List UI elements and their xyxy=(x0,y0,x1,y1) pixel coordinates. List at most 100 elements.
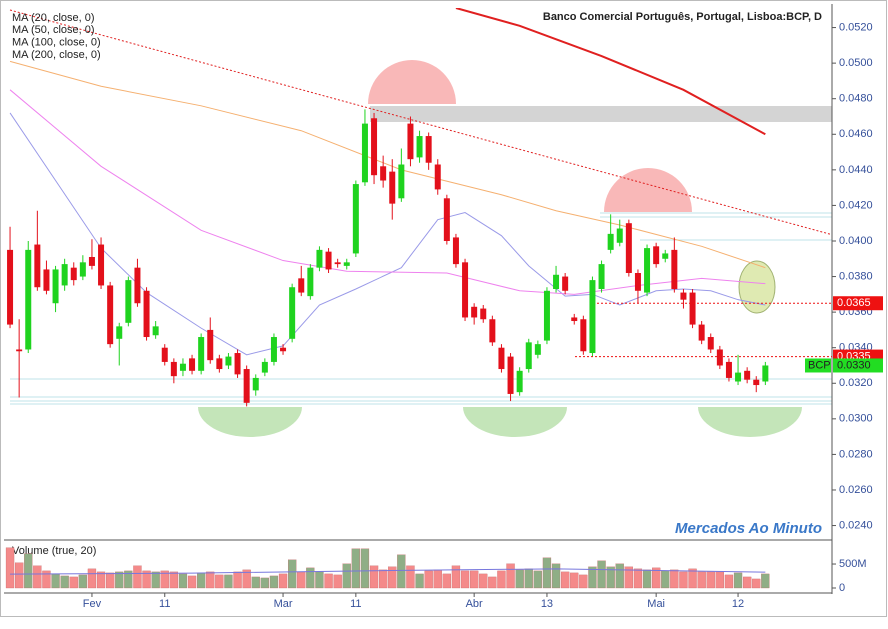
volume-bar xyxy=(133,565,142,589)
candle-body xyxy=(471,306,478,318)
volume-bar xyxy=(269,575,279,589)
y-tick-label: 0.0320 xyxy=(839,377,873,389)
volume-bar xyxy=(652,567,661,589)
candle-body xyxy=(634,273,641,291)
candle-body xyxy=(216,358,223,370)
volume-bar xyxy=(169,571,179,589)
candle-body xyxy=(543,290,550,341)
volume-bar xyxy=(515,569,524,589)
volume-bar xyxy=(206,571,215,589)
volume-bar xyxy=(633,568,643,589)
volume-bar xyxy=(688,568,697,589)
candle-body xyxy=(380,166,387,181)
candle-body xyxy=(698,324,705,341)
moving-average xyxy=(9,89,766,295)
volume-bar xyxy=(297,571,306,589)
volume-bar xyxy=(215,574,224,589)
volume-bar xyxy=(178,573,188,589)
volume-bar xyxy=(224,574,233,589)
volume-bar xyxy=(324,573,333,589)
bottom-marker xyxy=(198,407,302,437)
candle-body xyxy=(653,246,660,265)
volume-bar xyxy=(397,554,406,589)
volume-bar xyxy=(406,565,415,589)
volume-bar xyxy=(14,562,24,589)
candle-body xyxy=(88,256,95,266)
plot-area xyxy=(7,8,769,407)
last-tag xyxy=(805,358,831,373)
candle-body xyxy=(680,292,687,300)
candle-body xyxy=(334,262,341,265)
volume-bar xyxy=(451,565,461,589)
volume-bar xyxy=(60,575,69,589)
volume-bar xyxy=(469,570,479,589)
candle-body xyxy=(607,233,614,250)
y-tick-label: 0.0500 xyxy=(839,57,873,69)
volume-bar xyxy=(260,577,270,589)
candle-body xyxy=(307,267,314,297)
candle-body xyxy=(189,358,196,371)
moving-average xyxy=(9,112,766,356)
volume-bar xyxy=(733,572,743,589)
volume-bar xyxy=(706,571,715,589)
candle-body xyxy=(489,319,496,343)
candle-body xyxy=(480,308,487,320)
candle-body xyxy=(52,269,59,304)
x-tick-label: 13 xyxy=(541,598,553,610)
candle-body xyxy=(425,136,432,163)
candle-body xyxy=(498,347,505,370)
candle-body xyxy=(689,292,696,325)
x-tick-label: Fev xyxy=(83,598,102,610)
target-marker xyxy=(738,260,776,314)
candle-body xyxy=(243,369,250,403)
candle-body xyxy=(534,344,541,355)
y-tick-label: 0.0400 xyxy=(839,235,873,247)
candle-body xyxy=(179,363,186,371)
candle-body xyxy=(343,262,350,266)
candle-body xyxy=(571,317,578,322)
volume-bar xyxy=(497,570,506,589)
volume-bar xyxy=(333,574,342,589)
x-tick-label: Abr xyxy=(466,598,483,610)
volume-bar xyxy=(369,565,379,589)
volume-bar xyxy=(115,571,124,589)
candle-body xyxy=(161,347,168,362)
candle-body xyxy=(407,123,414,160)
candle-body xyxy=(261,361,268,373)
last-tag-label: 0.0330 xyxy=(837,359,871,371)
volume-bar xyxy=(87,568,97,589)
volume-bar xyxy=(533,570,542,589)
candle-body xyxy=(207,329,214,361)
volume-bar xyxy=(442,573,452,589)
y-tick-label: 0.0440 xyxy=(839,164,873,176)
candle-body xyxy=(507,356,514,394)
volume-bar xyxy=(233,571,242,589)
price-tag xyxy=(833,296,883,311)
y-tick-label: 0.0240 xyxy=(839,519,873,531)
moving-average xyxy=(9,60,766,269)
volume-label: Volume (true, 20) xyxy=(12,545,96,557)
volume-bar xyxy=(670,569,679,589)
candle-body xyxy=(553,274,560,290)
volume-bar xyxy=(142,570,151,589)
legend-entry: MA (200, close, 0) xyxy=(12,49,101,61)
x-tick-label: Mai xyxy=(647,598,665,610)
legend-entry: MA (100, close, 0) xyxy=(12,37,101,49)
volume-bar xyxy=(78,574,87,589)
chart-title: Banco Comercial Português, Portugal, Lis… xyxy=(543,11,822,23)
candle-body xyxy=(252,377,259,391)
volume-bar xyxy=(597,560,606,589)
volume-bar xyxy=(306,567,315,589)
volume-bar xyxy=(415,573,424,589)
volume-bar xyxy=(342,563,351,589)
volume-bar xyxy=(679,571,688,589)
volume-bar xyxy=(196,572,206,589)
candle-body xyxy=(762,365,769,382)
candle-body xyxy=(298,278,305,293)
volume-bar xyxy=(187,575,197,589)
y-tick-label: 0.0460 xyxy=(839,128,873,140)
candle-body xyxy=(371,118,378,176)
candle-body xyxy=(580,319,587,352)
candle-body xyxy=(525,342,532,370)
bottom-marker xyxy=(463,407,567,437)
